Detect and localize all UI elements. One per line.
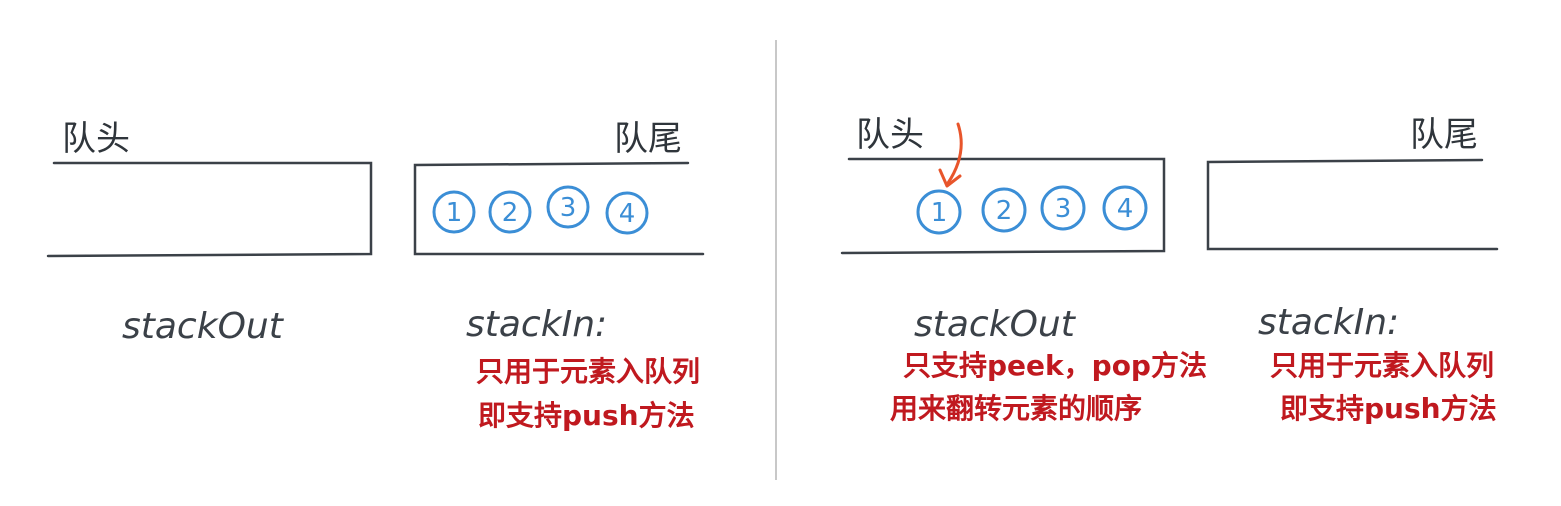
stack-out-label: stackOut <box>914 304 1077 345</box>
svg-text:3: 3 <box>1055 194 1072 224</box>
stack-out-item: 4 <box>1102 185 1148 231</box>
svg-text:2: 2 <box>502 198 519 228</box>
stack-in-box <box>413 161 705 256</box>
arrowhead <box>938 168 962 188</box>
stack-in-label: stackIn: <box>466 304 607 345</box>
left-panel: 队头 队尾 1 2 3 4 stackOut stackIn: 只用于元素入队列… <box>46 119 705 432</box>
stack-in-note: 只用于元素入队列 <box>1270 349 1494 382</box>
queue-tail-label: 队尾 <box>614 119 682 159</box>
queue-head-label: 队头 <box>62 119 130 159</box>
stack-out-note: 用来翻转元素的顺序 <box>890 392 1142 425</box>
stack-in-label: stackIn: <box>1258 302 1399 343</box>
queue-tail-label: 队尾 <box>1410 115 1478 155</box>
head-pointer-arrow <box>946 122 963 185</box>
svg-text:2: 2 <box>996 196 1013 226</box>
stack-in-item: 3 <box>546 185 590 229</box>
stack-out-item: 1 <box>916 189 962 235</box>
stack-in-item: 2 <box>488 190 532 234</box>
queue-head-label: 队头 <box>856 115 924 155</box>
stack-out-box <box>46 161 373 258</box>
stack-in-item: 4 <box>605 191 649 235</box>
stack-in-note: 即支持push方法 <box>478 399 695 432</box>
stack-out-label: stackOut <box>122 306 285 347</box>
stack-in-item: 1 <box>432 190 476 234</box>
stack-out-item: 2 <box>981 187 1027 233</box>
svg-text:4: 4 <box>619 199 636 229</box>
stack-out-item: 3 <box>1040 185 1086 231</box>
stack-in-note: 即支持push方法 <box>1280 392 1497 425</box>
svg-text:1: 1 <box>446 198 463 228</box>
right-panel: 队头 队尾 1 2 3 4 stackOut stackIn: 只支持peek，… <box>840 115 1499 425</box>
svg-text:3: 3 <box>560 193 577 223</box>
stack-out-note: 只支持peek，pop方法 <box>903 349 1207 382</box>
svg-text:1: 1 <box>931 198 948 228</box>
svg-text:4: 4 <box>1117 194 1134 224</box>
stack-out-box <box>840 157 1166 255</box>
stack-in-box <box>1206 158 1499 251</box>
stack-in-note: 只用于元素入队列 <box>476 355 700 388</box>
